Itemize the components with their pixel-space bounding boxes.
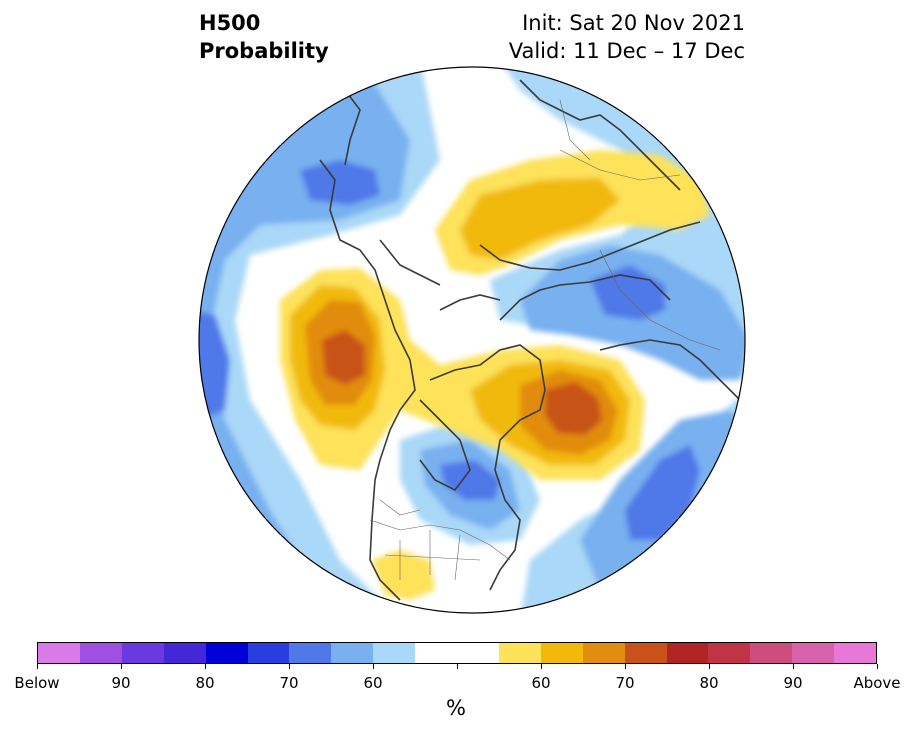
colorbar-tick — [457, 664, 458, 669]
political-borders — [369, 99, 721, 581]
colorbar-unit: % — [446, 696, 466, 720]
product-label: Probability — [199, 39, 329, 63]
colorbar-segment — [666, 643, 709, 663]
colorbar-tick-label: 90 — [783, 674, 803, 692]
colorbar-segment — [331, 643, 374, 663]
colorbar-tick — [877, 664, 878, 669]
colorbar-tick-label: 60 — [363, 674, 383, 692]
colorbar-tick-label: 80 — [699, 674, 719, 692]
init-date: Init: Sat 20 Nov 2021 — [522, 11, 745, 35]
colorbar-tick — [289, 664, 290, 669]
coastlines — [319, 79, 741, 601]
colorbar-segment — [163, 643, 206, 663]
colorbar-segment — [79, 643, 122, 663]
colorbar-segment — [373, 643, 416, 663]
map-boundary — [198, 66, 746, 614]
colorbar-segment — [624, 643, 667, 663]
colorbar-tick — [37, 664, 38, 669]
colorbar-segment — [38, 643, 80, 663]
colorbar-tick-label: Below — [14, 674, 60, 692]
colorbar — [37, 642, 877, 664]
date-info: Init: Sat 20 Nov 2021 Valid: 11 Dec – 17… — [509, 9, 745, 65]
colorbar-tick-label: 90 — [111, 674, 131, 692]
probability-shading — [199, 67, 745, 613]
colorbar-tick — [709, 664, 710, 669]
colorbar-segment — [540, 643, 583, 663]
colorbar-segment — [750, 643, 793, 663]
colorbar-tick — [121, 664, 122, 669]
colorbar-segment — [792, 643, 835, 663]
colorbar-segment — [415, 643, 499, 663]
variable-label: H500 — [199, 11, 261, 35]
colorbar-tick — [625, 664, 626, 669]
colorbar-tick — [205, 664, 206, 669]
colorbar-segment — [247, 643, 290, 663]
colorbar-segment — [498, 643, 541, 663]
colorbar-tick-label: 70 — [279, 674, 299, 692]
colorbar-tick — [793, 664, 794, 669]
colorbar-tick-label: Above — [853, 674, 901, 692]
colorbar-segment — [289, 643, 332, 663]
colorbar-segment — [121, 643, 164, 663]
colorbar-segment — [834, 643, 877, 663]
colorbar-tick-label: 60 — [531, 674, 551, 692]
colorbar-segment — [708, 643, 751, 663]
colorbar-segment — [205, 643, 248, 663]
colorbar-tick — [373, 664, 374, 669]
polar-map — [198, 66, 746, 614]
colorbar-tick-label: 80 — [195, 674, 215, 692]
colorbar-tick — [541, 664, 542, 669]
map-title: H500 Probability — [199, 9, 329, 65]
colorbar-tick-label: 70 — [615, 674, 635, 692]
valid-period: Valid: 11 Dec – 17 Dec — [508, 39, 745, 63]
colorbar-segment — [582, 643, 625, 663]
